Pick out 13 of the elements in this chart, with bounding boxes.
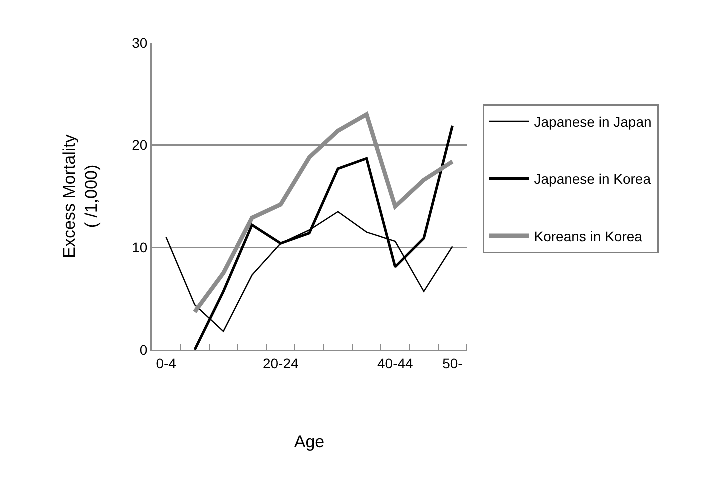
y-tick-label: 0 (140, 342, 148, 358)
x-tick-label: 0-4 (156, 355, 177, 372)
y-tick-label: 30 (132, 34, 148, 51)
x-tick-label: 20-24 (262, 355, 299, 372)
legend-label: Japanese in Japan (534, 114, 652, 130)
x-tick-label: 50- (442, 355, 464, 372)
legend-label: Koreans in Korea (534, 228, 643, 244)
y-axis-title: Excess Mortality ( /1,000) (60, 134, 101, 258)
legend-label: Japanese in Korea (534, 171, 652, 188)
y-tick-label: 10 (132, 240, 148, 256)
x-axis-title: Age (294, 432, 325, 452)
x-tick-label: 40-44 (378, 355, 414, 372)
y-tick-label: 20 (132, 137, 148, 154)
